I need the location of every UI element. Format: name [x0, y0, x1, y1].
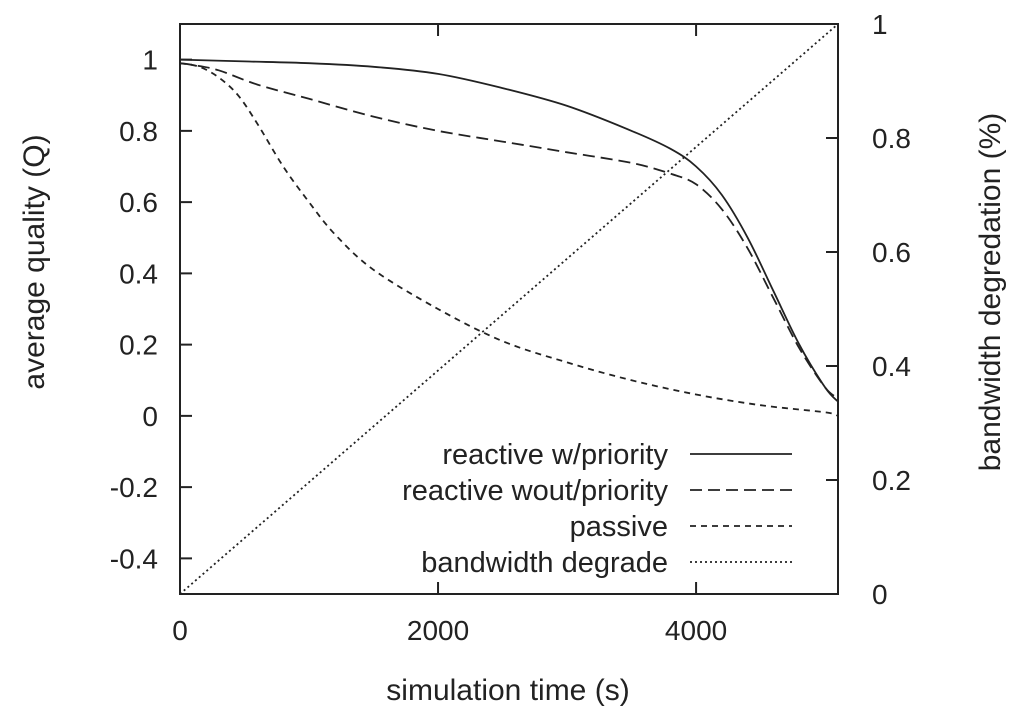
y-tick-label: 1	[142, 45, 158, 76]
series-layer	[179, 23, 839, 595]
series-line-passive	[179, 62, 839, 417]
y-tick-label: -0.4	[110, 543, 158, 574]
series-line-reactive-wout-priority	[179, 62, 839, 399]
y2-tick-label: 0.4	[872, 351, 911, 382]
x-tick-label: 4000	[665, 615, 727, 646]
y-tick-label: 0.4	[119, 258, 158, 289]
y-tick-label: 0.8	[119, 116, 158, 147]
x-tick-label: 2000	[407, 615, 469, 646]
y-axis-label: average quality (Q)	[18, 134, 51, 389]
legend: reactive w/priority reactive wout/priorit…	[402, 439, 792, 579]
legend-label-passive: passive	[570, 511, 668, 543]
legend-label-reactive-w-priority: reactive w/priority	[442, 439, 668, 471]
y-tick-label: 0	[142, 401, 158, 432]
legend-label-reactive-wout-priority: reactive wout/priority	[402, 475, 668, 507]
plot-frame	[179, 23, 839, 595]
y2-tick-label: 0	[872, 579, 888, 610]
series-line-bandwidth-degrade	[179, 23, 839, 595]
ticks-layer: 0 2000 4000 -0.4 -0.2 0 0.2 0.4 0.6 0.8 1 0 0.2 0.4 0.…	[110, 9, 911, 646]
series-line-reactive-w-priority	[179, 58, 839, 403]
y2-tick-label: 0.8	[872, 123, 911, 154]
axes-frame-layer	[179, 23, 839, 595]
x-axis-label: simulation time (s)	[386, 674, 629, 707]
y2-tick-label: 0.2	[872, 465, 911, 496]
x-tick-label: 0	[172, 615, 188, 646]
y-tick-label: 0.6	[119, 187, 158, 218]
y2-axis-label: bandwidth degredation (%)	[974, 113, 1007, 472]
y-tick-label: 0.2	[119, 330, 158, 361]
y2-tick-label: 0.6	[872, 237, 911, 268]
y2-tick-label: 1	[872, 9, 888, 40]
y-tick-label: -0.2	[110, 472, 158, 503]
legend-label-bandwidth-degrade: bandwidth degrade	[421, 547, 668, 579]
